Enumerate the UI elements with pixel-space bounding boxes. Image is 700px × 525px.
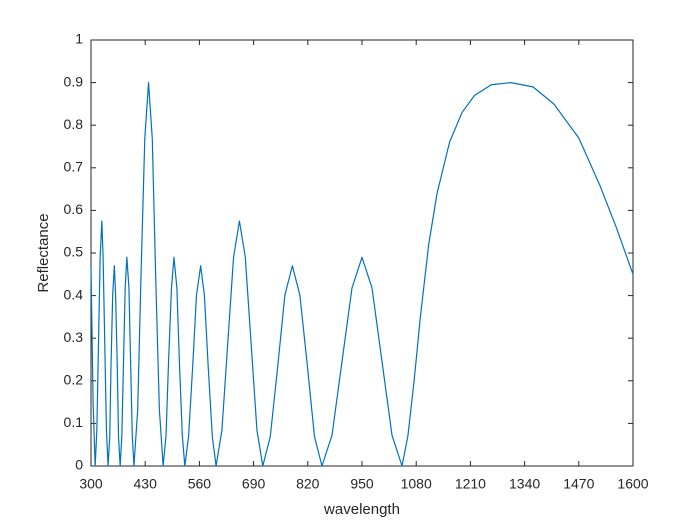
plot-area — [90, 39, 634, 467]
y-tick-label: 0.3 — [64, 329, 84, 345]
x-axis-label: wavelength — [323, 501, 400, 518]
x-tick-label: 1210 — [455, 476, 486, 492]
x-tick-label: 820 — [296, 476, 320, 492]
y-tick-label: 1 — [75, 31, 83, 47]
x-tick-label: 300 — [79, 476, 103, 492]
data-line — [90, 82, 634, 467]
x-tick-label: 1080 — [401, 476, 432, 492]
y-tick-label: 0.6 — [64, 201, 84, 217]
x-tick-label: 560 — [188, 476, 212, 492]
x-tick-label: 690 — [242, 476, 266, 492]
y-tick-label: 0.9 — [64, 73, 84, 89]
y-tick-label: 0.1 — [64, 414, 84, 430]
y-tick-label: 0.4 — [64, 286, 84, 302]
y-axis-label: Reflectance — [35, 213, 52, 292]
y-tick-label: 0.7 — [64, 159, 84, 175]
x-tick-label: 1470 — [563, 476, 594, 492]
x-tick-label: 1600 — [617, 476, 648, 492]
y-tick-label: 0.5 — [64, 244, 84, 260]
x-tick-label: 1340 — [509, 476, 540, 492]
y-tick-label: 0 — [75, 457, 83, 473]
x-tick-label: 430 — [134, 476, 158, 492]
x-tick-label: 950 — [350, 476, 374, 492]
y-tick-label: 0.2 — [64, 372, 84, 388]
y-tick-label: 0.8 — [64, 116, 84, 132]
